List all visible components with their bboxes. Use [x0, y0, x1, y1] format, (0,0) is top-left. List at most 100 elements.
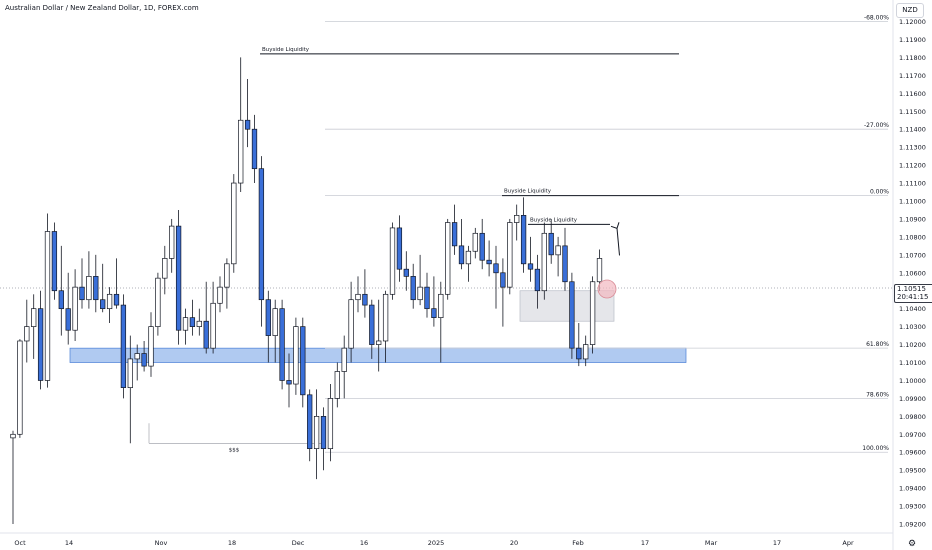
candle-body: [514, 215, 520, 223]
y-tick-label: 1.11300: [899, 144, 926, 152]
candle-body: [410, 276, 416, 301]
candle-body: [279, 308, 285, 381]
candle-body: [86, 276, 92, 301]
y-tick-label: 1.09300: [899, 503, 926, 511]
candle-body: [486, 259, 492, 265]
liquidity-label: Buyside Liquidity: [504, 189, 552, 195]
candle-body: [24, 326, 30, 342]
candle-body: [286, 380, 292, 385]
candle-body: [10, 433, 16, 439]
candle-body: [169, 225, 175, 259]
x-tick-label: 16: [360, 539, 368, 547]
candle-body: [244, 119, 251, 130]
candle-body: [148, 326, 154, 367]
fib-level-label: 61.80%: [866, 341, 889, 348]
y-tick-label: 1.11500: [899, 108, 926, 116]
candle-body: [493, 263, 499, 274]
y-tick-label: 1.10400: [899, 305, 926, 313]
candle-body: [307, 394, 313, 450]
candle-body: [589, 281, 596, 345]
y-tick-label: 1.10700: [899, 251, 926, 259]
candle-body: [382, 293, 389, 342]
candle-body: [451, 222, 458, 247]
candle-body: [31, 308, 37, 327]
candle-body: [93, 276, 99, 301]
x-tick-label: 2025: [428, 539, 445, 547]
y-tick-label: 1.10100: [899, 359, 926, 367]
x-tick-label: 18: [228, 539, 236, 547]
y-tick-label: 1.11200: [899, 162, 926, 170]
candle-body: [341, 347, 347, 372]
candle-body: [51, 231, 58, 292]
candle-body: [555, 245, 561, 256]
candle-body: [300, 326, 306, 396]
last-price-value: 1.10515: [897, 285, 926, 293]
candle-body: [106, 293, 113, 310]
y-tick-label: 1.09200: [899, 521, 926, 529]
y-tick-label: 1.11600: [899, 90, 926, 98]
candle-body: [217, 286, 223, 304]
candle-body: [527, 263, 534, 270]
candle-body: [369, 304, 375, 345]
fib-level-label: -27.00%: [864, 122, 889, 129]
y-tick-label: 1.11400: [899, 126, 926, 134]
candle-body: [113, 293, 120, 306]
candle-body: [203, 320, 209, 349]
y-tick-label: 1.09800: [899, 413, 926, 421]
y-tick-label: 1.10000: [899, 377, 926, 385]
candle-body: [583, 344, 589, 360]
fib-level-label: 0.00%: [870, 189, 889, 196]
x-tick-label: 14: [65, 539, 73, 547]
y-tick-label: 1.12000: [899, 18, 926, 26]
candle-body: [348, 299, 354, 349]
candle-body: [458, 245, 465, 265]
candle-body: [65, 308, 71, 331]
liquidity-label: Buyside Liquidity: [530, 217, 578, 223]
candle-body: [548, 232, 554, 256]
candle-body: [479, 232, 485, 261]
x-tick-label: 20: [510, 539, 518, 547]
y-tick-label: 1.09400: [899, 485, 926, 493]
x-tick-label: 17: [773, 539, 781, 547]
y-tick-label: 1.09900: [899, 395, 926, 403]
candle-body: [465, 250, 472, 265]
y-tick-label: 1.11100: [899, 180, 926, 188]
sweep-label: $$$: [229, 447, 240, 453]
x-tick-label: Mar: [705, 539, 718, 547]
x-tick-label: Oct: [14, 539, 26, 547]
candle-body: [596, 258, 603, 283]
candle-body: [251, 128, 258, 170]
y-tick-label: 1.10800: [899, 233, 926, 241]
candle-body: [224, 263, 230, 288]
x-tick-label: 17: [641, 539, 649, 547]
candle-body: [238, 119, 244, 184]
candle-body: [231, 182, 237, 265]
currency-button[interactable]: NZD: [896, 3, 924, 18]
y-tick-label: 1.09500: [899, 467, 926, 475]
candle-body: [44, 231, 51, 381]
settings-icon[interactable]: ⚙: [907, 538, 917, 548]
candle-body: [189, 317, 196, 327]
target-circle: [597, 279, 617, 299]
candle-body: [58, 290, 64, 310]
y-tick-label: 1.09600: [899, 449, 926, 457]
candle-body: [17, 340, 23, 435]
candle-body: [403, 268, 409, 277]
candle-body: [155, 277, 161, 327]
candle-body: [431, 308, 437, 318]
candle-body: [313, 416, 320, 450]
candle-countdown: 20:41:15: [897, 293, 929, 301]
y-tick-label: 1.10200: [899, 341, 926, 349]
candle-body: [376, 340, 382, 345]
fib-level-label: 100.00%: [862, 445, 889, 452]
candle-body: [320, 416, 327, 450]
y-tick-label: 1.09700: [899, 431, 926, 439]
arrow-head: [610, 222, 620, 229]
fib-level-label: -68.00%: [864, 15, 889, 22]
candle-body: [162, 258, 168, 279]
candle-body: [472, 232, 478, 252]
candle-body: [500, 272, 506, 288]
candle-body: [389, 227, 396, 295]
y-tick-label: 1.11000: [899, 197, 926, 205]
